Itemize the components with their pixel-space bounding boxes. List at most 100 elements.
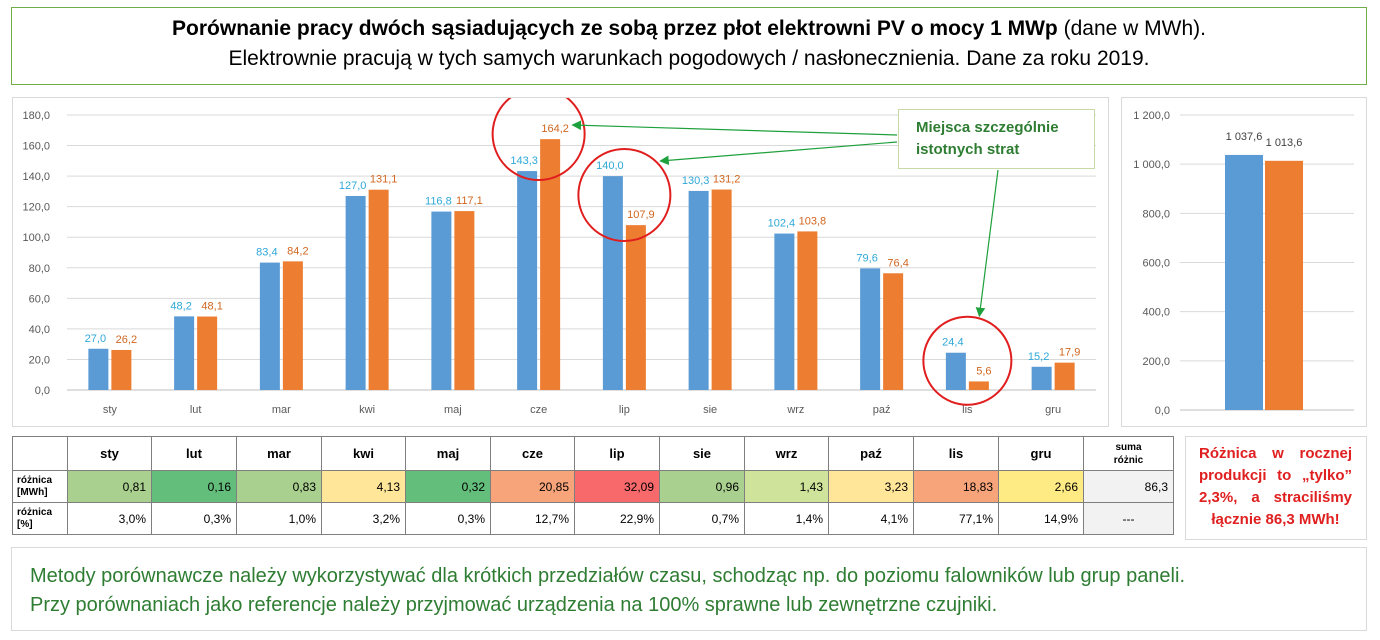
data-label: 164,2 (541, 123, 569, 135)
table-row-mwh: różnica [MWh] 0,81 0,16 0,83 4,13 0,32 20… (12, 470, 1174, 503)
difference-note: Różnica w rocznej produkcji to „tylko” 2… (1185, 436, 1367, 540)
y-tick-label: 20,0 (29, 354, 50, 366)
y-tick-label: 140,0 (22, 171, 50, 183)
y-tick-label: 1 200,0 (1133, 110, 1170, 122)
title-box: Porównanie pracy dwóch sąsiadujących ze … (11, 7, 1367, 85)
x-tick-label: paź (873, 404, 891, 416)
table-cell-mwh: 4,13 (321, 470, 406, 503)
table-cell-pct: 0,3% (405, 502, 491, 535)
table-cell-pct: 3,2% (321, 502, 406, 535)
table-cell-mwh: 2,66 (998, 470, 1084, 503)
bar-mar-series2 (282, 261, 303, 390)
data-label: 27,0 (85, 333, 106, 345)
table-cell-sum-mwh: 86,3 (1083, 470, 1174, 503)
y-tick-label: 100,0 (22, 232, 50, 244)
annotation-arrow (975, 169, 999, 318)
highlight-circle-lip (577, 148, 672, 242)
sum-header-line1: suma (1115, 441, 1142, 453)
bar-kwi-series1 (345, 195, 366, 390)
table-cell-mwh: 20,85 (490, 470, 575, 503)
table-header-row: sty lut mar kwi maj cze lip sie wrz paź … (12, 436, 1174, 471)
x-tick-label: sty (103, 404, 118, 416)
table-cell-pct: 22,9% (574, 502, 660, 535)
data-label: 76,4 (887, 257, 908, 269)
y-tick-label: 40,0 (29, 324, 50, 336)
chart-title-line2: Elektrownie pracują w tych samych warunk… (228, 47, 1150, 70)
bar-gru-series2 (1054, 362, 1075, 390)
data-label: 143,3 (510, 155, 538, 167)
data-label: 5,6 (976, 365, 991, 377)
annotation-arrow (659, 141, 898, 166)
conclusion-line2: Przy porównaniach jako referencje należy… (30, 594, 998, 616)
table-cell-pct: 14,9% (998, 502, 1084, 535)
data-label: 15,2 (1028, 351, 1049, 363)
annual-bar-series2 (1265, 160, 1303, 410)
bar-lis-series1 (945, 352, 966, 390)
data-label: 1 037,6 (1226, 131, 1263, 143)
x-tick-label: lut (190, 404, 202, 416)
table-header: wrz (744, 436, 829, 471)
table-header: kwi (321, 436, 406, 471)
conclusion-box: Metody porównawcze należy wykorzystywać … (11, 547, 1367, 631)
table-cell-mwh: 0,83 (236, 470, 322, 503)
table-header-sum: suma różnic (1083, 436, 1174, 471)
data-label: 117,1 (456, 195, 483, 207)
table-cell-pct: 12,7% (490, 502, 575, 535)
bar-sie-series1 (688, 190, 709, 390)
x-tick-label: gru (1045, 404, 1061, 416)
bar-lut-series1 (174, 316, 195, 390)
bar-wrz-series2 (797, 231, 818, 390)
table-header: lut (151, 436, 237, 471)
table-cell-pct: 3,0% (67, 502, 152, 535)
y-tick-label: 60,0 (29, 293, 50, 305)
bar-lip-series2 (625, 225, 646, 390)
data-label: 48,1 (201, 301, 222, 313)
table-row-pct: różnica [%] 3,0% 0,3% 1,0% 3,2% 0,3% 12,7… (12, 502, 1174, 535)
x-tick-label: kwi (359, 404, 375, 416)
bar-lis-series2 (968, 381, 989, 390)
data-label: 140,0 (596, 160, 624, 172)
annual-bar-series1 (1225, 154, 1263, 410)
data-label: 130,3 (682, 175, 710, 187)
table-header: maj (405, 436, 491, 471)
table-header: lis (913, 436, 999, 471)
table-header: mar (236, 436, 322, 471)
table-header: gru (998, 436, 1084, 471)
bar-lut-series2 (197, 316, 218, 390)
bar-cze-series2 (540, 139, 561, 390)
data-label: 102,4 (768, 218, 796, 230)
monthly-bar-chart: 0,0 20,0 40,0 60,0 80,0 100,0 120,0 140,0 160,0 1… (22, 87, 1096, 416)
x-tick-label: lip (619, 404, 630, 416)
data-label: 131,2 (713, 174, 741, 186)
annotation-line2: istotnych strat (916, 141, 1020, 158)
annual-bar-chart: 0,0 200,0 400,0 600,0 800,0 1 000,0 1 200,0 1 0… (1133, 110, 1354, 417)
row-label-pct-line1: różnica (17, 506, 53, 518)
table-header: paź (828, 436, 914, 471)
table-cell-mwh: 1,43 (744, 470, 829, 503)
data-label: 127,0 (339, 180, 367, 192)
y-tick-label: 120,0 (22, 202, 50, 214)
y-tick-label: 600,0 (1142, 258, 1170, 270)
bar-maj-series2 (454, 211, 475, 390)
data-label: 103,8 (799, 215, 827, 227)
bar-lip-series1 (602, 176, 623, 390)
table-cell-mwh: 32,09 (574, 470, 660, 503)
data-label: 83,4 (256, 247, 277, 259)
row-label-mwh-line2: [MWh] (17, 486, 48, 498)
table-header: lip (574, 436, 660, 471)
table-cell-pct: 1,0% (236, 502, 322, 535)
bar-wrz-series1 (774, 233, 795, 390)
bar-mar-series1 (259, 262, 280, 390)
data-label: 17,9 (1059, 347, 1080, 359)
table-cell-mwh: 0,32 (405, 470, 491, 503)
y-tick-label: 180,0 (22, 110, 50, 122)
chart-title-normal: (dane w MWh). (1057, 17, 1206, 40)
y-tick-label: 0,0 (35, 385, 50, 397)
table-cell-sum-pct: --- (1083, 502, 1174, 535)
data-label: 116,8 (425, 196, 452, 208)
data-label: 1 013,6 (1266, 137, 1303, 149)
bar-cze-series1 (517, 171, 538, 390)
bar-paź-series2 (883, 273, 904, 390)
table-corner-cell (12, 436, 68, 471)
data-label: 84,2 (287, 245, 308, 257)
